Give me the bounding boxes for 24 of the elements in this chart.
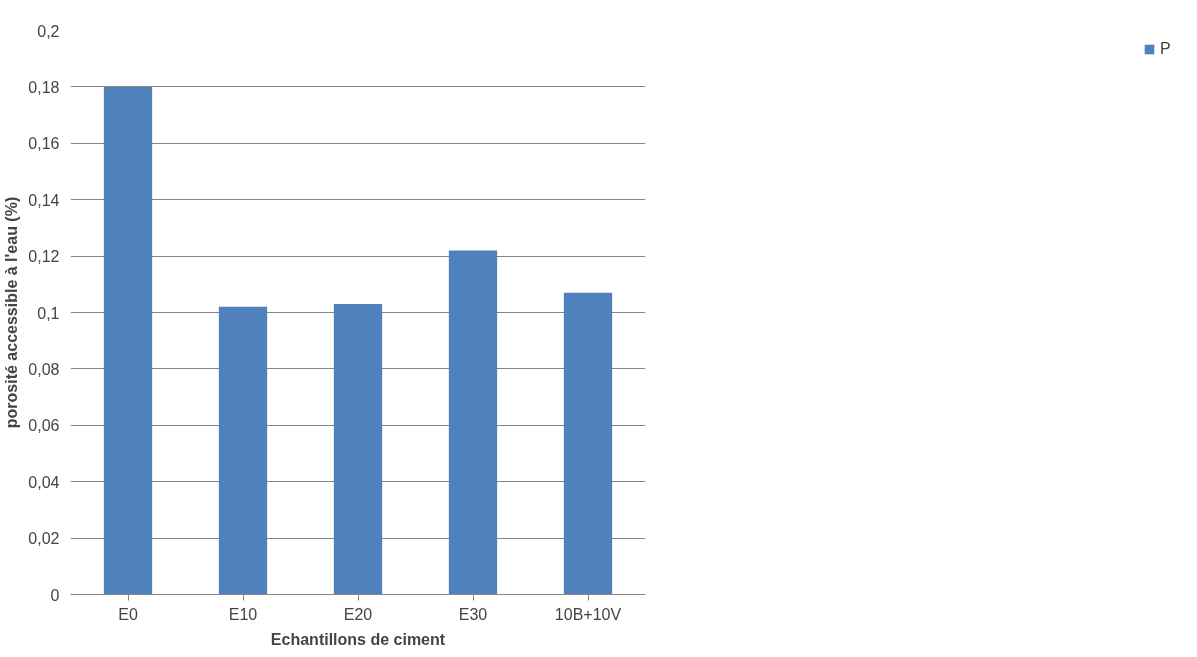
bar: [333, 304, 383, 595]
x-axis-title: Echantillons de ciment: [270, 630, 446, 648]
x-tick-label: 10B+10V: [554, 605, 622, 623]
bar: [103, 86, 153, 595]
y-tick-label: 0,02: [28, 530, 60, 548]
x-tick-label: E0: [118, 605, 138, 623]
y-tick-label: 0: [50, 586, 60, 604]
y-tick-label: 0,1: [37, 304, 60, 322]
x-tick-label: E10: [228, 605, 258, 623]
y-axis-title: porosité accessible à l'eau (%): [3, 196, 21, 429]
legend-label: P: [1160, 40, 1172, 58]
bar: [218, 306, 268, 595]
y-tick-label: 0,08: [28, 360, 60, 378]
y-tick-label: 0,14: [28, 191, 60, 209]
y-tick-label: 0,18: [28, 78, 60, 96]
y-tick-label: 0,2: [37, 22, 60, 40]
bar: [448, 250, 498, 595]
y-tick-label: 0,12: [28, 248, 60, 266]
bar: [563, 292, 613, 595]
y-tick-label: 0,04: [28, 473, 60, 491]
y-tick-label: 0,06: [28, 417, 60, 435]
x-tick-label: E20: [343, 605, 373, 623]
y-tick-label: 0,16: [28, 135, 60, 153]
x-tick-label: E30: [458, 605, 488, 623]
